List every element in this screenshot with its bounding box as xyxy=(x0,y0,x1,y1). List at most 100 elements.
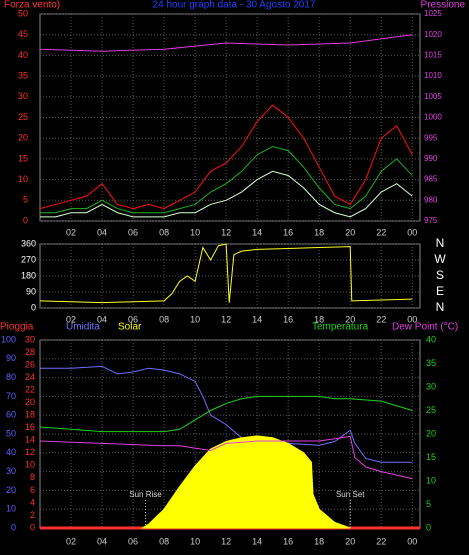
y-tick-label: N xyxy=(436,300,445,314)
annotation: Sun Rise xyxy=(129,490,162,499)
series-label: Temperatura xyxy=(312,322,369,333)
y-tick-label: 1020 xyxy=(424,30,442,39)
x-tick-label: 12 xyxy=(221,227,231,237)
x-tick-label: 16 xyxy=(283,314,293,324)
x-tick-label: 14 xyxy=(252,227,262,237)
y-tick-label: 5 xyxy=(23,195,28,205)
y-tick-label: 1025 xyxy=(424,9,442,18)
y-tick-label: 1015 xyxy=(424,51,442,60)
y-tick-label: 60 xyxy=(6,410,16,420)
y-tick-label: 10 xyxy=(6,504,16,514)
x-tick-label: 16 xyxy=(283,536,293,546)
y-tick-label: 975 xyxy=(424,216,438,225)
x-tick-label: 12 xyxy=(221,314,231,324)
y-tick-label: 20 xyxy=(6,485,16,495)
annotation: Sun Set xyxy=(336,490,365,499)
y-tick-label: 2 xyxy=(30,510,35,520)
y-tick-label: 20 xyxy=(18,133,28,143)
y-tick-label: E xyxy=(436,284,444,298)
y-tick-label: 22 xyxy=(25,385,35,395)
y-tick-label: 980 xyxy=(424,195,438,204)
x-tick-label: 20 xyxy=(345,536,355,546)
x-tick-label: 02 xyxy=(66,314,76,324)
y-tick-label: 990 xyxy=(424,154,438,163)
y-tick-label: 16 xyxy=(25,422,35,432)
y-tick-label: 10 xyxy=(25,460,35,470)
line xyxy=(39,104,413,210)
y-tick-label: N xyxy=(436,236,445,250)
y-tick-label: 180 xyxy=(21,270,36,280)
y-tick-label: 0 xyxy=(30,522,35,532)
y-tick-label: 45 xyxy=(18,29,28,39)
y-tick-label: 10 xyxy=(426,475,436,485)
y-tick-label: 10 xyxy=(18,174,28,184)
y-tick-label: 30 xyxy=(6,466,16,476)
x-tick-label: 22 xyxy=(376,227,386,237)
x-tick-label: 20 xyxy=(345,314,355,324)
x-tick-label: 22 xyxy=(376,536,386,546)
y-tick-label: 50 xyxy=(6,428,16,438)
x-tick-label: 18 xyxy=(314,314,324,324)
y-tick-label: 6 xyxy=(30,485,35,495)
x-tick-label: 22 xyxy=(376,314,386,324)
x-tick-label: 06 xyxy=(128,314,138,324)
y-tick-label: 80 xyxy=(6,372,16,382)
series-label: Umidita xyxy=(66,322,100,333)
x-tick-label: 18 xyxy=(314,536,324,546)
line xyxy=(39,435,413,480)
y-tick-label: 14 xyxy=(25,435,35,445)
y2-axis-label: Pressione xyxy=(421,0,466,11)
y-tick-label: 0 xyxy=(426,522,431,532)
y-tick-label: 4 xyxy=(30,497,35,507)
x-tick-label: 08 xyxy=(159,227,169,237)
y-tick-label: 985 xyxy=(424,175,438,184)
y-tick-label: 1005 xyxy=(424,92,442,101)
series-label: Pioggia xyxy=(0,322,34,333)
y-tick-label: 15 xyxy=(18,153,28,163)
y-tick-label: 995 xyxy=(424,133,438,142)
y-tick-label: 25 xyxy=(426,405,436,415)
y-tick-label: 30 xyxy=(18,91,28,101)
line xyxy=(40,170,413,218)
y-tick-label: 30 xyxy=(25,334,35,344)
y-tick-label: 70 xyxy=(6,391,16,401)
x-tick-label: 10 xyxy=(190,314,200,324)
y-tick-label: 270 xyxy=(21,254,36,264)
line xyxy=(39,395,413,433)
x-tick-label: 00 xyxy=(407,536,417,546)
series-label: Solar xyxy=(118,322,142,333)
chart-title: 24 hour graph data - 30 Agosto 2017 xyxy=(153,0,316,11)
y-tick-label: 40 xyxy=(426,334,436,344)
line xyxy=(39,243,413,304)
y-tick-label: 90 xyxy=(6,353,16,363)
area xyxy=(140,435,351,529)
y-tick-label: 1010 xyxy=(424,71,442,80)
y-tick-label: 35 xyxy=(18,70,28,80)
x-tick-label: 04 xyxy=(97,227,107,237)
y-tick-label: 100 xyxy=(1,334,16,344)
y-tick-label: 40 xyxy=(6,447,16,457)
y-tick-label: 40 xyxy=(18,50,28,60)
x-tick-label: 08 xyxy=(159,314,169,324)
x-tick-label: 12 xyxy=(221,536,231,546)
y-tick-label: 0 xyxy=(31,302,36,312)
y-tick-label: 360 xyxy=(21,238,36,248)
x-tick-label: 00 xyxy=(407,227,417,237)
x-tick-label: 10 xyxy=(190,227,200,237)
y-tick-label: 35 xyxy=(426,358,436,368)
y-tick-label: W xyxy=(434,252,446,266)
y-tick-label: 25 xyxy=(18,112,28,122)
series-label: Dew Point (°C) xyxy=(392,322,458,333)
line xyxy=(39,34,413,52)
y-tick-label: 90 xyxy=(26,286,36,296)
x-tick-label: 06 xyxy=(128,227,138,237)
y-tick-label: 50 xyxy=(18,8,28,18)
y-tick-label: 0 xyxy=(23,215,28,225)
y-tick-label: 0 xyxy=(11,522,16,532)
y-tick-label: 15 xyxy=(426,452,436,462)
x-tick-label: 16 xyxy=(283,227,293,237)
x-tick-label: 14 xyxy=(252,314,262,324)
x-tick-label: 02 xyxy=(66,536,76,546)
y-tick-label: 28 xyxy=(25,347,35,357)
